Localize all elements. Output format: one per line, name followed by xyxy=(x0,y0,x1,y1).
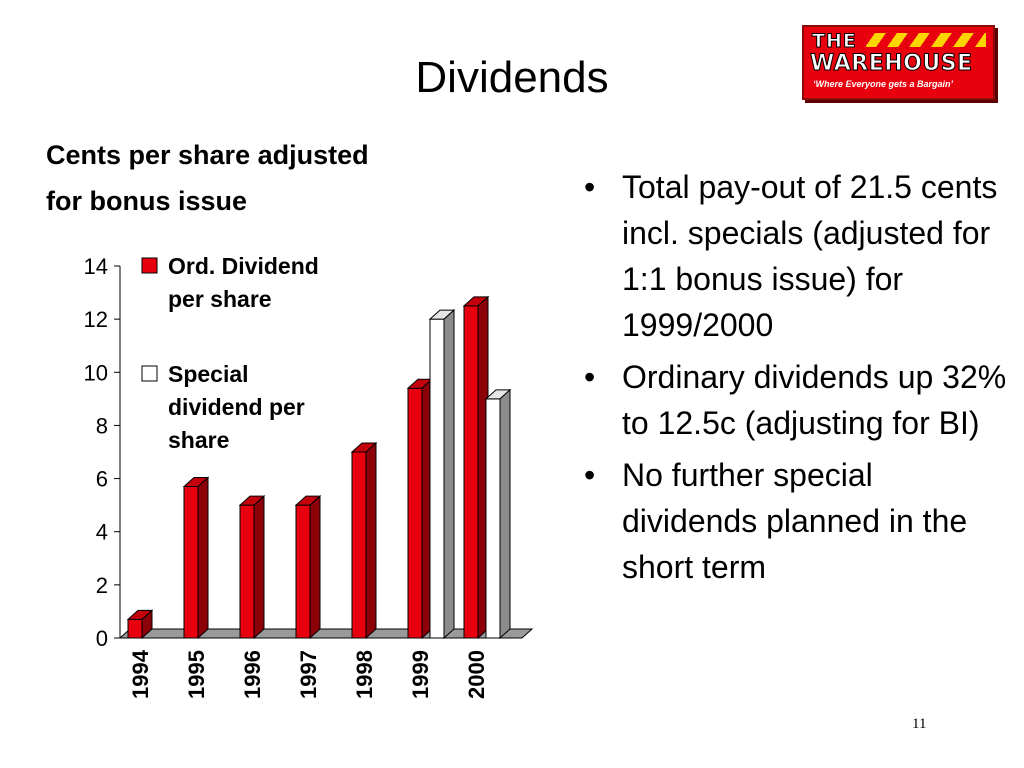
special-dividend-bar-side xyxy=(499,388,511,640)
x-tick-label: 1996 xyxy=(240,650,265,699)
ordinary-dividend-bar xyxy=(351,451,367,639)
legend-label: per share xyxy=(168,286,272,312)
special-dividend-bar xyxy=(485,398,501,639)
bullet-text: Ordinary dividends up 32% to 12.5c (adju… xyxy=(622,359,1007,441)
special-dividend-bar-side xyxy=(443,309,455,640)
bullet-dot-icon: • xyxy=(584,359,596,395)
ordinary-dividend-bar xyxy=(239,504,255,639)
subtitle-line-2: for bonus issue xyxy=(46,186,248,216)
y-tick-label: 4 xyxy=(96,520,108,545)
y-tick-label: 14 xyxy=(84,254,108,279)
bullet-text: Total pay-out of 21.5 cents incl. specia… xyxy=(622,169,998,343)
ordinary-dividend-bar-side xyxy=(253,495,265,640)
special-dividend-bar xyxy=(429,318,445,639)
logo-stripes xyxy=(866,33,986,47)
y-tick-label: 10 xyxy=(84,360,108,385)
ordinary-dividend-bar xyxy=(463,305,479,639)
ordinary-dividend-bar xyxy=(183,486,199,639)
logo-tagline: ‘Where Everyone gets a Bargain’ xyxy=(813,79,954,89)
page-number: 11 xyxy=(912,716,927,732)
x-tick-label: 1995 xyxy=(184,650,209,699)
chart-subtitle: Cents per share adjusted for bonus issue xyxy=(46,132,486,224)
slide-title: Dividends xyxy=(415,53,609,102)
bullet-item: • Ordinary dividends up 32% to 12.5c (adj… xyxy=(580,354,1010,446)
ordinary-dividend-bar xyxy=(295,504,311,639)
bullet-item: • Total pay-out of 21.5 cents incl. speci… xyxy=(580,164,1010,348)
x-tick-label: 1999 xyxy=(408,650,433,699)
x-tick-label: 2000 xyxy=(464,650,489,699)
logo-line2: WAREHOUSE xyxy=(810,51,973,77)
logo-line1: THE xyxy=(812,30,857,53)
x-tick-label: 1998 xyxy=(352,650,377,699)
x-tick-label: 1994 xyxy=(128,649,153,699)
bullet-text: No further special dividends planned in … xyxy=(622,457,968,585)
bullet-list: • Total pay-out of 21.5 cents incl. speci… xyxy=(580,164,1010,596)
y-tick-label: 6 xyxy=(96,467,108,492)
bullet-item: • No further special dividends planned in… xyxy=(580,452,1010,590)
y-tick-label: 2 xyxy=(96,573,108,598)
legend-swatch xyxy=(141,365,158,382)
ordinary-dividend-bar-side xyxy=(365,441,377,640)
legend-label: Ord. Dividend xyxy=(168,253,319,279)
legend-swatch xyxy=(141,257,158,274)
ordinary-dividend-bar-side xyxy=(309,495,321,640)
x-tick-label: 1997 xyxy=(296,650,321,699)
ordinary-dividend-bar xyxy=(407,387,423,639)
ordinary-dividend-bar-side xyxy=(197,476,209,640)
y-tick-label: 12 xyxy=(84,307,108,332)
legend-label: share xyxy=(168,427,229,453)
ordinary-dividend-bar xyxy=(127,618,143,639)
legend-label: dividend per xyxy=(168,394,305,420)
y-tick-label: 8 xyxy=(96,413,108,438)
ordinary-dividend-bar-side xyxy=(141,609,153,640)
bullet-dot-icon: • xyxy=(584,457,596,493)
legend-label: Special xyxy=(168,361,249,387)
y-tick-label: 0 xyxy=(96,626,108,651)
bullet-dot-icon: • xyxy=(584,169,596,205)
warehouse-logo: THE WAREHOUSE ‘Where Everyone gets a Bar… xyxy=(802,25,995,100)
subtitle-line-1: Cents per share adjusted xyxy=(46,140,369,170)
